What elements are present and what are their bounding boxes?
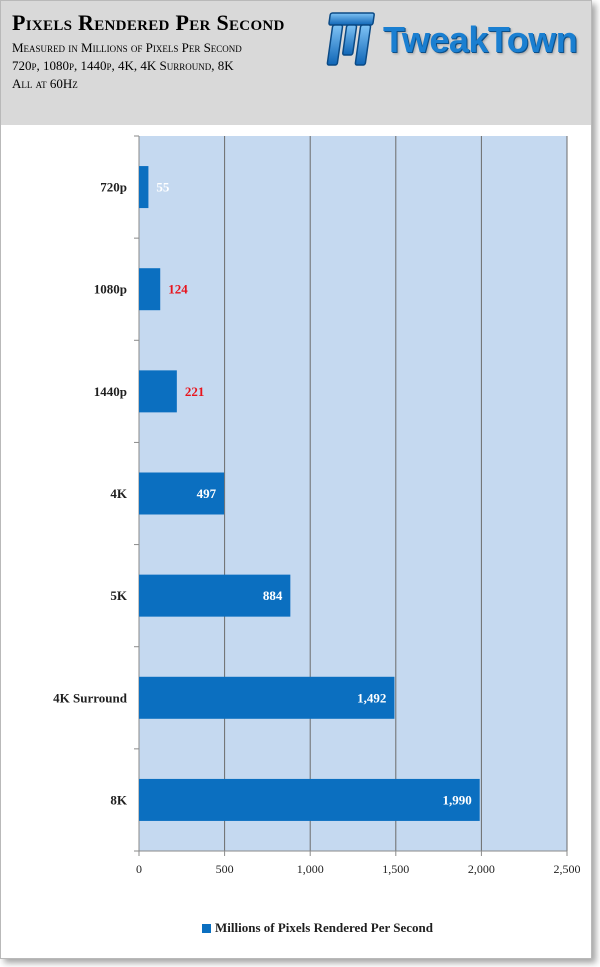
- chart-subtitle-line-3: All at 60Hz: [12, 76, 78, 91]
- data-label: 221: [185, 384, 205, 399]
- x-tick-label: 1,500: [382, 862, 409, 876]
- category-label: 8K: [110, 792, 128, 807]
- bar: [139, 778, 480, 821]
- category-labels: 720p 1080p 1440p 4K 5K 4K Surround 8K: [53, 180, 128, 808]
- data-label: 884: [263, 588, 283, 603]
- data-label: 124: [168, 282, 188, 297]
- chart-header: Pixels Rendered Per Second Measured in M…: [1, 1, 591, 125]
- bar: [139, 676, 395, 719]
- category-label: 4K: [110, 486, 128, 501]
- bar: [139, 472, 225, 515]
- category-label: 1440p: [94, 384, 127, 399]
- x-tick-label: 2,000: [468, 862, 495, 876]
- tweaktown-logo-icon: [326, 12, 375, 66]
- category-label: 5K: [110, 588, 128, 603]
- x-tick-label: 500: [216, 862, 234, 876]
- gridlines: [224, 136, 568, 851]
- legend: Millions of Pixels Rendered Per Second: [202, 920, 433, 936]
- bar: [139, 268, 161, 311]
- legend-label: Millions of Pixels Rendered Per Second: [215, 920, 433, 935]
- category-label: 1080p: [94, 282, 127, 297]
- bar: [139, 370, 177, 413]
- chart-subtitle-line-1: Measured in Millions of Pixels Per Secon…: [12, 40, 242, 55]
- data-labels: 55 124 221 497 884 1,492 1,990: [156, 180, 471, 808]
- x-tick-labels: 0 500 1,000 1,500 2,000 2,500: [136, 862, 581, 876]
- legend-swatch: [202, 923, 211, 933]
- chart-subtitle-line-2: 720p, 1080p, 1440p, 4K, 4K Surround, 8K: [12, 58, 234, 73]
- bar: [139, 574, 291, 617]
- chart-title: Pixels Rendered Per Second: [12, 10, 285, 35]
- tweaktown-logo: TweakTown: [319, 9, 581, 71]
- bars: [139, 166, 480, 821]
- data-label: 497: [197, 486, 217, 501]
- x-tick-label: 0: [136, 862, 142, 876]
- bar: [139, 166, 149, 209]
- data-label: 55: [156, 180, 170, 195]
- category-label: 4K Surround: [53, 690, 128, 705]
- category-label: 720p: [100, 180, 127, 195]
- logo-wordmark: TweakTown: [383, 19, 578, 60]
- x-tick-label: 1,000: [297, 862, 324, 876]
- data-label: 1,990: [442, 792, 471, 807]
- x-tick-label: 2,500: [554, 862, 581, 876]
- data-label: 1,492: [357, 690, 386, 705]
